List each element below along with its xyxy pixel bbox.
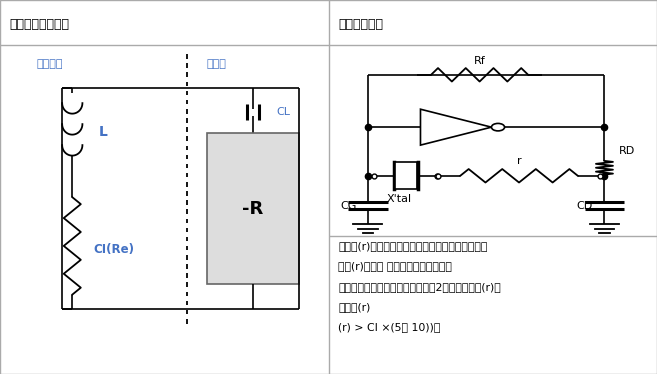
Text: 推荐的(r): 推荐的(r)	[338, 302, 371, 312]
Text: 将电阻(r)跟晶振晶体单元按串联方式连接到电路。: 将电阻(r)跟晶振晶体单元按串联方式连接到电路。	[338, 241, 487, 251]
Text: 调整(r)，使得 振荡发生（或停止）。: 调整(r)，使得 振荡发生（或停止）。	[338, 261, 452, 272]
Text: Rf: Rf	[474, 56, 486, 65]
Bar	[394, 162, 417, 189]
Text: -R: -R	[242, 199, 263, 218]
Bar	[207, 133, 299, 284]
Text: L: L	[99, 125, 108, 139]
Text: 晶体单元: 晶体单元	[36, 59, 62, 69]
Text: 晶体单元和振荡器: 晶体单元和振荡器	[10, 18, 70, 31]
Text: CD: CD	[577, 201, 593, 211]
Text: X'tal: X'tal	[386, 194, 411, 204]
Text: 当振荡刚启动（或停止）时，如（2）所述，测量(r)。: 当振荡刚启动（或停止）时，如（2）所述，测量(r)。	[338, 282, 501, 292]
Text: RD: RD	[619, 147, 635, 156]
Text: CI(Re): CI(Re)	[93, 243, 134, 256]
Text: r: r	[516, 156, 522, 166]
Text: (r) > CI ×(5至 10))。: (r) > CI ×(5至 10))。	[338, 322, 441, 332]
Text: 负极电阻检查: 负极电阻检查	[338, 18, 383, 31]
Text: CG: CG	[340, 201, 357, 211]
Text: 振荡器: 振荡器	[207, 59, 227, 69]
Text: CL: CL	[276, 107, 290, 117]
